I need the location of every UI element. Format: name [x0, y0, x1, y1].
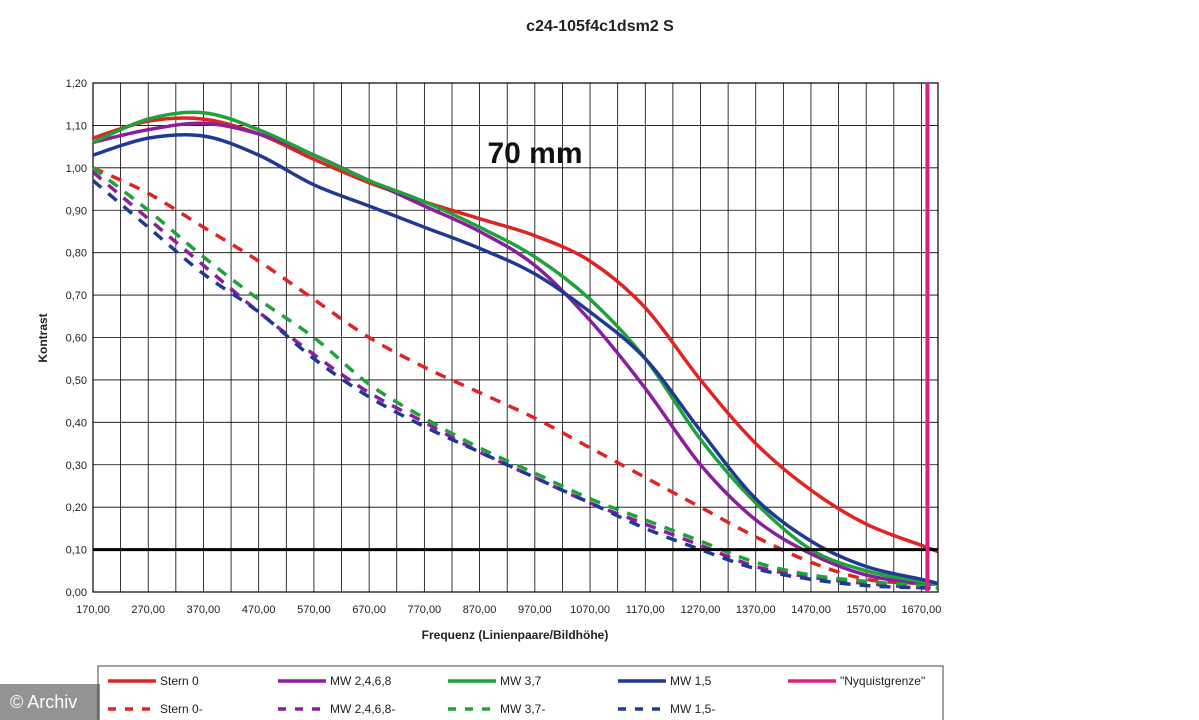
- y-tick-label: 0,10: [66, 545, 87, 557]
- legend-box: [97, 665, 944, 720]
- x-tick-label: 1070,00: [570, 604, 610, 616]
- legend-label: MW 1,5: [670, 674, 712, 688]
- legend-label: Stern 0-: [160, 702, 203, 716]
- legend-label: "Nyquistgrenze": [840, 674, 925, 688]
- legend-label: MW 3,7-: [500, 702, 545, 716]
- legend-label: MW 3,7: [500, 674, 542, 688]
- series-line-mw-1-5: [92, 132, 939, 586]
- x-tick-label: 770,00: [408, 604, 442, 616]
- x-tick-label: 1470,00: [791, 604, 831, 616]
- x-tick-label: 970,00: [518, 604, 552, 616]
- series-line-mw-2-4-6-8: [92, 121, 939, 586]
- y-tick-label: 1,20: [66, 78, 87, 90]
- y-tick-label: 0,80: [66, 248, 87, 260]
- series-line-mw-3-7: [92, 110, 939, 586]
- x-tick-label: 1570,00: [846, 604, 886, 616]
- y-tick-label: 1,10: [66, 120, 87, 132]
- x-tick-label: 670,00: [352, 604, 386, 616]
- watermark: © Archiv: [0, 684, 100, 720]
- y-tick-label: 0,70: [66, 290, 87, 302]
- x-tick-label: 470,00: [242, 604, 276, 616]
- chart-title: c24-105f4c1dsm2 S: [526, 18, 674, 35]
- legend-label: MW 1,5-: [670, 702, 715, 716]
- x-tick-label: 1170,00: [626, 604, 665, 616]
- y-tick-label: 0,20: [66, 502, 87, 514]
- y-tick-label: 0,90: [66, 205, 87, 217]
- x-tick-label: 1670,00: [902, 604, 942, 616]
- focal-length-annotation: 70 mm: [487, 137, 582, 170]
- legend-label: MW 2,4,6,8: [330, 674, 392, 688]
- y-tick-label: 0,60: [66, 333, 87, 345]
- y-axis-label: Kontrast: [36, 313, 50, 362]
- x-tick-label: 170,00: [76, 604, 110, 616]
- series-line-mw-3-7-dashed: [91, 166, 939, 590]
- x-tick-label: 1270,00: [681, 604, 721, 616]
- series-line-stern-0-dashed: [92, 166, 939, 586]
- x-tick-label: 370,00: [187, 604, 221, 616]
- y-tick-label: 0,30: [66, 460, 87, 472]
- y-tick-label: 0,40: [66, 417, 87, 429]
- y-tick-label: 1,00: [66, 163, 87, 175]
- x-tick-label: 270,00: [131, 604, 165, 616]
- x-tick-label: 570,00: [297, 604, 331, 616]
- plot-area: 0,00 0,10 0,20 0,30 0,40 0,50 0,60 0,70 0,80 0,90…: [66, 78, 942, 616]
- y-tick-label: 0,00: [66, 587, 87, 599]
- legend: Stern 0 MW 2,4,6,8 MW 3,7 MW 1,5 "Nyquistgre…: [97, 665, 944, 720]
- series-line-mw-1-5-dashed: [91, 179, 939, 590]
- x-tick-label: 870,00: [463, 604, 497, 616]
- x-axis-label: Frequenz (Linienpaare/Bildhöhe): [422, 628, 609, 642]
- x-tick-label: 1370,00: [736, 604, 776, 616]
- y-tick-label: 0,50: [66, 375, 87, 387]
- legend-label: Stern 0: [160, 674, 199, 688]
- legend-label: MW 2,4,6,8-: [330, 702, 395, 716]
- watermark-text: © Archiv: [10, 692, 77, 712]
